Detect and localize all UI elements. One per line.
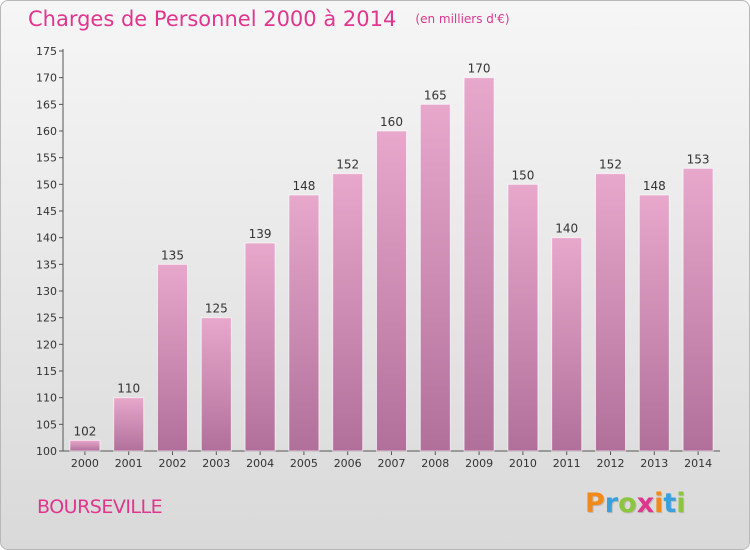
bar (463, 77, 495, 452)
x-tick-label: 2000 (71, 457, 99, 470)
y-tick-label: 115 (36, 365, 57, 378)
y-tick-label: 145 (36, 205, 57, 218)
logo-letter: i (654, 488, 664, 519)
x-tick-label: 2010 (509, 457, 537, 470)
logo-letter: o (618, 488, 637, 519)
x-tick-label: 2011 (553, 457, 581, 470)
y-tick-label: 105 (36, 418, 57, 431)
y-tick-label: 125 (36, 312, 57, 325)
bar (288, 194, 320, 452)
bar (244, 242, 276, 452)
bar (419, 103, 451, 452)
logo-letter: i (676, 488, 686, 519)
x-tick-label: 2009 (465, 457, 493, 470)
bar-value-label: 148 (643, 179, 666, 193)
bar (69, 439, 101, 452)
bar-value-label: 165 (424, 88, 447, 102)
bar-value-label: 152 (336, 158, 359, 172)
y-tick-label: 100 (36, 445, 57, 458)
y-tick-label: 110 (36, 392, 57, 405)
y-tick-label: 140 (36, 232, 57, 245)
bar-value-label: 140 (555, 222, 578, 236)
bar-value-label: 152 (599, 158, 622, 172)
x-tick-label: 2002 (159, 457, 187, 470)
bar (332, 173, 364, 452)
x-tick-label: 2007 (378, 457, 406, 470)
x-tick-label: 2001 (115, 457, 143, 470)
bar (507, 183, 539, 452)
bar-value-label: 110 (117, 382, 140, 396)
bar (551, 237, 583, 452)
y-tick-label: 155 (36, 152, 57, 165)
x-tick-label: 2003 (202, 457, 230, 470)
bar-value-label: 153 (687, 152, 710, 166)
bar-value-label: 150 (511, 168, 534, 182)
chart-unit: (en milliers d'€) (415, 12, 510, 26)
bar-value-label: 160 (380, 115, 403, 129)
y-tick-label: 135 (36, 258, 57, 271)
bar-value-label: 139 (249, 227, 272, 241)
y-tick-label: 175 (36, 45, 57, 58)
x-tick-label: 2004 (246, 457, 274, 470)
logo-letter: x (636, 488, 655, 519)
bar (638, 194, 670, 452)
bar-value-label: 148 (292, 179, 315, 193)
bar-value-label: 125 (205, 302, 228, 316)
bar-value-label: 102 (73, 424, 96, 438)
x-tick-label: 2014 (684, 457, 712, 470)
chart-title: Charges de Personnel 2000 à 2014 (28, 7, 397, 31)
x-tick-label: 2013 (640, 457, 668, 470)
proxiti-logo: Proxiti (585, 488, 686, 519)
logo-letter: r (604, 488, 619, 519)
x-tick-label: 2006 (334, 457, 362, 470)
y-tick-label: 160 (36, 125, 57, 138)
title-row: Charges de Personnel 2000 à 2014 (en mil… (28, 7, 510, 31)
x-tick-label: 2005 (290, 457, 318, 470)
bar (200, 317, 232, 452)
commune-name: BOURSEVILLE (37, 496, 163, 518)
bar (376, 130, 407, 452)
bar (157, 263, 188, 452)
y-tick-label: 170 (36, 72, 57, 85)
x-tick-label: 2012 (597, 457, 625, 470)
y-tick-label: 120 (36, 338, 57, 351)
y-tick-label: 150 (36, 178, 57, 191)
bar (682, 167, 714, 452)
y-tick-label: 130 (36, 285, 57, 298)
y-tick-label: 165 (36, 98, 57, 111)
bar-value-label: 135 (161, 248, 184, 262)
bar (113, 397, 145, 452)
logo-letter: t (663, 488, 677, 519)
logo-letter: P (585, 488, 605, 519)
bar-value-label: 170 (468, 62, 491, 76)
x-tick-label: 2008 (421, 457, 449, 470)
bar (595, 173, 626, 452)
